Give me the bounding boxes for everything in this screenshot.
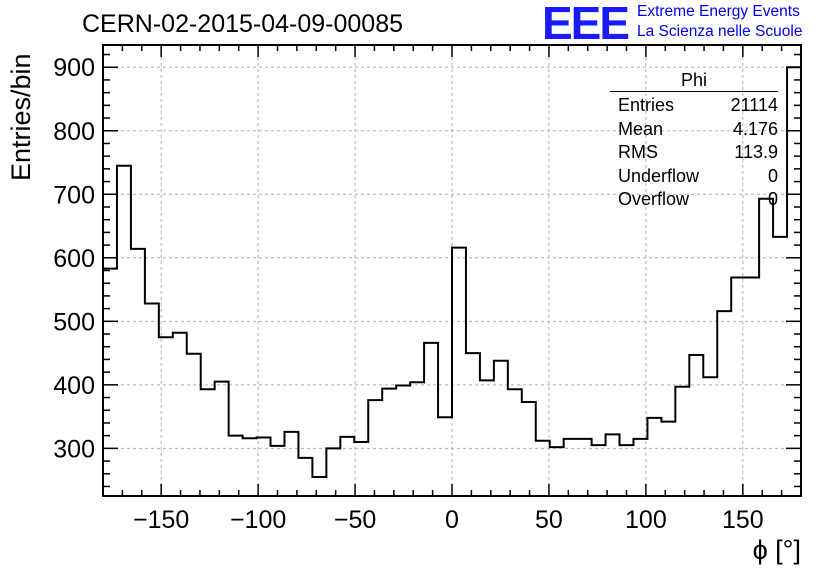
y-axis-label: Entries/bin [6,53,36,181]
histogram-bin [271,446,285,496]
histogram-bin [298,458,312,496]
histogram-bin [745,277,759,496]
histogram-bin [159,337,173,496]
y-tick-label: 300 [53,435,95,463]
histogram-bin [606,434,620,496]
chart-title: CERN-02-2015-04-09-00085 [82,10,404,38]
stats-label: RMS [618,142,658,162]
histogram-bin [354,442,368,496]
stats-label: Overflow [618,189,690,209]
histogram-bin [731,277,745,496]
stats-value: 21114 [730,95,778,115]
histogram-bin [243,438,257,496]
stats-label: Entries [618,95,675,115]
stats-title: Phi [610,70,778,92]
x-tick-label: 0 [445,506,459,534]
histogram-bin [173,333,187,496]
histogram-bin [340,437,354,496]
histogram-bin [396,385,410,496]
histogram-bin [689,355,703,496]
histogram-bin [368,400,382,496]
stats-row-underflow: Underflow 0 [610,165,778,189]
y-tick-label: 500 [53,308,95,336]
stats-row-rms: RMS 113.9 [610,141,778,165]
histogram-bin [564,439,578,496]
histogram-bin [215,382,229,496]
stats-value: 4.176 [732,118,778,139]
logo-line-1: Extreme Energy Events [637,3,800,20]
histogram-bin [675,387,689,496]
x-tick-label: −100 [230,506,286,534]
histogram-bin [787,67,801,496]
stats-value: 0 [767,189,778,209]
histogram-bin [229,436,243,496]
histogram-bin [578,439,592,496]
axes: −150 −100 −50 0 50 100 150 300 400 500 600 700 800 90… [53,44,802,534]
histogram-bin [201,389,215,496]
stats-row-entries: Entries 21114 [610,94,778,118]
stats-label: Mean [618,118,664,139]
y-tick-label: 900 [53,54,95,82]
histogram-bin [550,447,564,496]
histogram-bin [284,432,298,496]
histogram-bin [717,311,731,496]
histogram-bin [117,166,131,496]
x-tick-label: −150 [133,506,189,534]
histogram-bin [480,380,494,496]
y-tick-label: 600 [53,245,95,273]
histogram-bin [438,417,452,496]
y-tick-label: 700 [53,181,95,209]
stats-value: 113.9 [734,142,778,162]
eee-logo: EEE [542,0,630,49]
histogram-bin [131,249,145,496]
histogram-bin [661,422,675,496]
histogram-bin [145,304,159,496]
x-tick-label: 100 [625,506,667,534]
histogram-bin [522,402,536,496]
stats-row-overflow: Overflow 0 [610,188,778,212]
histogram-outline [102,66,802,496]
histogram-bin [424,343,438,496]
histogram-bin [466,353,480,496]
histogram-bin [536,441,550,496]
logo-line-2: La Scienza nelle Scuole [637,23,803,40]
histogram-bin [410,382,424,496]
histogram-bin [187,354,201,496]
stats-label: Underflow [618,165,700,186]
histogram [102,66,802,496]
histogram-bin [326,448,340,496]
y-tick-label: 800 [53,118,95,146]
histogram-bin [592,445,606,496]
stats-row-mean: Mean 4.176 [610,118,778,142]
histogram-bin [620,445,634,496]
histogram-bin [494,361,508,496]
histogram-bin [312,477,326,496]
histogram-bin [452,248,466,496]
x-tick-label: 50 [535,506,563,534]
histogram-bin [759,199,773,496]
stats-box: Phi Entries 21114 Mean 4.176 RMS 113.9 U… [610,70,778,212]
histogram-bin [703,377,717,496]
logo-caption: Extreme Energy Events La Scienza nelle S… [637,2,802,42]
histogram-bin [103,269,117,496]
y-tick-label: 400 [53,372,95,400]
x-tick-label: −50 [334,506,376,534]
stats-value: 0 [767,165,778,186]
x-tick-label: 150 [722,506,764,534]
histogram-bin [773,237,787,496]
histogram-bin [508,389,522,496]
histogram-bin [647,418,661,496]
histogram-bin [382,389,396,496]
x-axis-label: ϕ [°] [753,535,801,565]
